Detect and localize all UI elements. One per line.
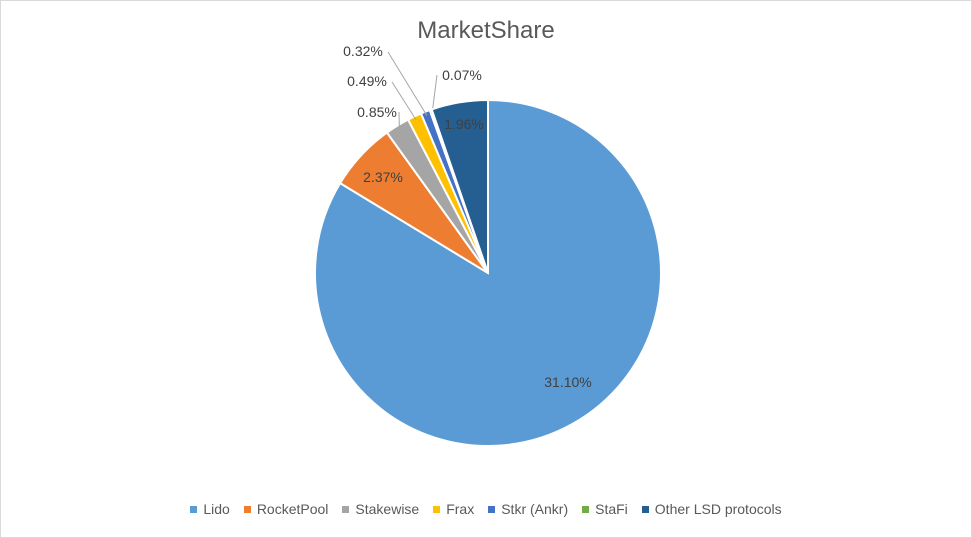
legend-label: Stakewise <box>355 501 420 517</box>
data-label-other-lsd-protocols: 1.96% <box>444 116 484 132</box>
legend-swatch <box>433 505 441 513</box>
data-label-stakewise: 0.85% <box>357 104 397 120</box>
legend: Lido RocketPool Stakewise Frax Stkr (Ankr) St… <box>1 501 971 517</box>
legend-label: Lido <box>203 501 230 517</box>
leader-line-stafi <box>431 74 438 114</box>
data-label-stafi: 0.07% <box>442 67 482 83</box>
leader-line-stkr-ankr <box>387 51 428 116</box>
legend-label: Other LSD protocols <box>654 501 782 517</box>
legend-item-stkr-ankr: Stkr (Ankr) <box>488 501 568 517</box>
legend-item-lido: Lido <box>190 501 230 517</box>
legend-swatch <box>342 505 350 513</box>
legend-label: RocketPool <box>256 501 329 517</box>
legend-swatch <box>243 505 251 513</box>
legend-swatch <box>641 505 649 513</box>
pie-slice-other-lsd-protocols <box>430 98 489 274</box>
data-label-frax: 0.49% <box>347 73 387 89</box>
leader-line-frax <box>391 81 417 121</box>
legend-item-other-lsd-protocols: Other LSD protocols <box>641 501 782 517</box>
legend-label: StaFi <box>595 501 628 517</box>
data-label-lido: 31.10% <box>544 374 591 390</box>
legend-label: Stkr (Ankr) <box>501 501 569 517</box>
legend-item-rocketpool: RocketPool <box>243 501 329 517</box>
data-label-stkr-ankr: 0.32% <box>343 43 383 59</box>
legend-swatch <box>190 505 198 513</box>
legend-item-frax: Frax <box>433 501 474 517</box>
legend-label: Frax <box>446 501 475 517</box>
legend-item-stakewise: Stakewise <box>342 501 419 517</box>
legend-swatch <box>488 505 496 513</box>
chart-title: MarketShare <box>417 17 555 44</box>
data-label-rocketpool: 2.37% <box>363 169 403 185</box>
legend-swatch <box>582 505 590 513</box>
legend-item-stafi: StaFi <box>582 501 628 517</box>
